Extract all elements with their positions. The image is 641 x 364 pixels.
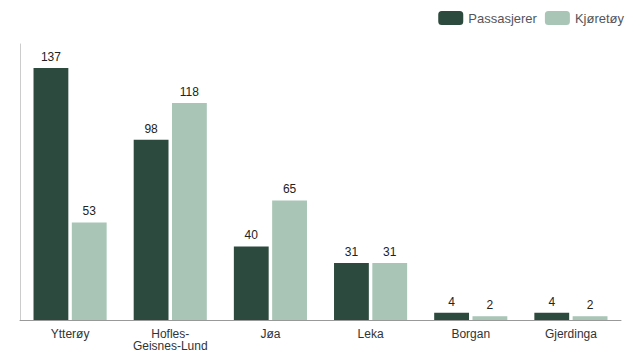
svg-text:Jøa: Jøa: [260, 327, 280, 341]
svg-text:31: 31: [345, 245, 359, 259]
svg-text:98: 98: [144, 122, 158, 136]
svg-text:Passasjerer: Passasjerer: [468, 11, 537, 26]
svg-text:31: 31: [383, 245, 397, 259]
svg-text:Leka: Leka: [358, 327, 384, 341]
svg-text:Hofles-: Hofles-: [151, 327, 190, 341]
svg-text:4: 4: [548, 295, 555, 309]
svg-text:4: 4: [448, 295, 455, 309]
svg-text:Gjerdinga: Gjerdinga: [545, 327, 597, 341]
svg-text:65: 65: [283, 182, 297, 196]
svg-text:53: 53: [83, 204, 97, 218]
svg-text:2: 2: [487, 298, 494, 312]
svg-text:Kjøretøy: Kjøretøy: [575, 11, 625, 26]
svg-text:137: 137: [41, 50, 61, 64]
svg-text:40: 40: [245, 228, 259, 242]
svg-text:2: 2: [587, 298, 594, 312]
svg-text:Geisnes-Lund: Geisnes-Lund: [133, 339, 208, 353]
svg-text:118: 118: [180, 85, 199, 99]
svg-text:Borgan: Borgan: [451, 327, 490, 341]
svg-text:Ytterøy: Ytterøy: [51, 327, 90, 341]
